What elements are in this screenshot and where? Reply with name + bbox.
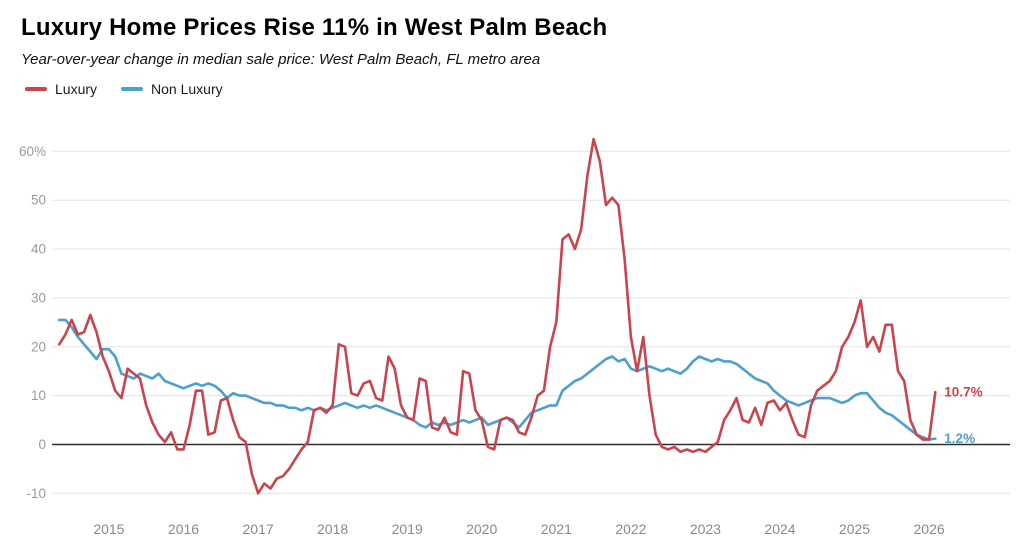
x-tick-label: 2026 <box>914 521 945 537</box>
chart: 60% 50 40 30 20 10 0 -10 2015 2016 2017 2018 2019 202… <box>0 108 1024 559</box>
chart-header: Luxury Home Prices Rise 11% in West Palm… <box>0 0 1024 97</box>
x-tick-label: 2023 <box>690 521 721 537</box>
chart-title: Luxury Home Prices Rise 11% in West Palm… <box>21 14 608 41</box>
y-tick-label: 60% <box>19 144 46 159</box>
y-tick-label: 0 <box>38 437 46 452</box>
y-tick-label: 50 <box>31 193 46 208</box>
non-luxury-line <box>57 318 937 441</box>
x-tick-label: 2016 <box>168 521 199 537</box>
legend-label-non-luxury: Non Luxury <box>151 81 223 97</box>
legend-item-luxury: Luxury <box>25 81 97 97</box>
x-tick-label: 2024 <box>764 521 795 537</box>
y-tick-label: 40 <box>31 242 46 257</box>
x-tick-label: 2021 <box>541 521 572 537</box>
legend: Luxury Non Luxury <box>25 81 1004 97</box>
x-tick-label: 2015 <box>93 521 124 537</box>
x-tick-label: 2019 <box>392 521 423 537</box>
x-tick-label: 2020 <box>466 521 497 537</box>
legend-item-non-luxury: Non Luxury <box>121 81 223 97</box>
end-value-label: 10.7% <box>944 385 982 400</box>
luxury-line-swatch-icon <box>25 87 47 91</box>
y-tick-label: 30 <box>31 290 46 305</box>
y-tick-label: -10 <box>26 486 46 501</box>
luxury-line <box>57 137 937 495</box>
x-tick-label: 2025 <box>839 521 870 537</box>
y-tick-label: 10 <box>31 388 46 403</box>
non-luxury-line-swatch-icon <box>121 87 144 91</box>
x-tick-label: 2018 <box>317 521 348 537</box>
chart-subtitle: Year-over-year change in median sale pri… <box>21 51 541 68</box>
chart-svg: 60% 50 40 30 20 10 0 -10 2015 2016 2017 2018 2019 202… <box>19 137 1010 537</box>
x-tick-label: 2022 <box>615 521 646 537</box>
y-tick-label: 20 <box>31 339 46 354</box>
legend-label-luxury: Luxury <box>55 81 98 97</box>
end-value-label: 1.2% <box>944 431 975 446</box>
x-tick-label: 2017 <box>243 521 274 537</box>
